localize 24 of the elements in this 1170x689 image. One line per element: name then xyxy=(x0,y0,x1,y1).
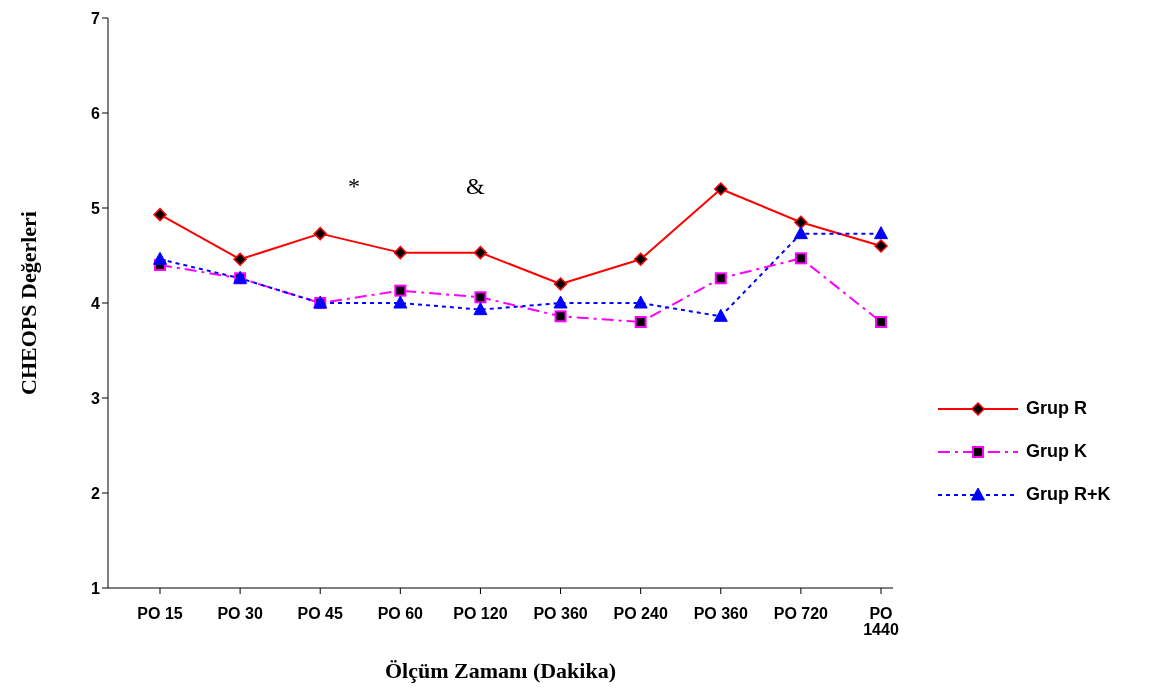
y-axis-title: CHEOPS Değerleri xyxy=(15,211,41,395)
x-tick-label: PO 30 xyxy=(217,605,263,623)
y-tick-label: 7 xyxy=(91,9,101,27)
annotation: * xyxy=(348,173,360,200)
y-tick-label: 1 xyxy=(91,579,101,597)
x-tick-label: PO 15 xyxy=(137,605,183,623)
x-tick-label: PO 1440 xyxy=(863,605,899,639)
y-tick-label: 2 xyxy=(91,484,101,502)
legend-label: Grup K xyxy=(1026,441,1087,462)
x-tick-label: PO 720 xyxy=(773,605,829,623)
y-tick-label: 3 xyxy=(91,389,101,407)
annotation: & xyxy=(466,173,485,200)
x-axis-title: Ölçüm Zamanı (Dakika) xyxy=(384,658,617,683)
legend-label: Grup R+K xyxy=(1026,484,1111,505)
y-tick-label: 5 xyxy=(91,199,101,217)
x-tick-label: PO 240 xyxy=(613,605,668,623)
x-tick-label: PO 120 xyxy=(453,605,508,623)
legend-label: Grup R xyxy=(1026,398,1087,419)
x-tick-label: PO 360 xyxy=(693,605,748,623)
x-tick-label: PO 360 xyxy=(533,605,588,623)
x-tick-label: PO 60 xyxy=(377,605,424,623)
y-tick-label: 4 xyxy=(91,294,101,312)
x-tick-label: PO 45 xyxy=(297,605,343,623)
y-tick-label: 6 xyxy=(91,104,101,122)
